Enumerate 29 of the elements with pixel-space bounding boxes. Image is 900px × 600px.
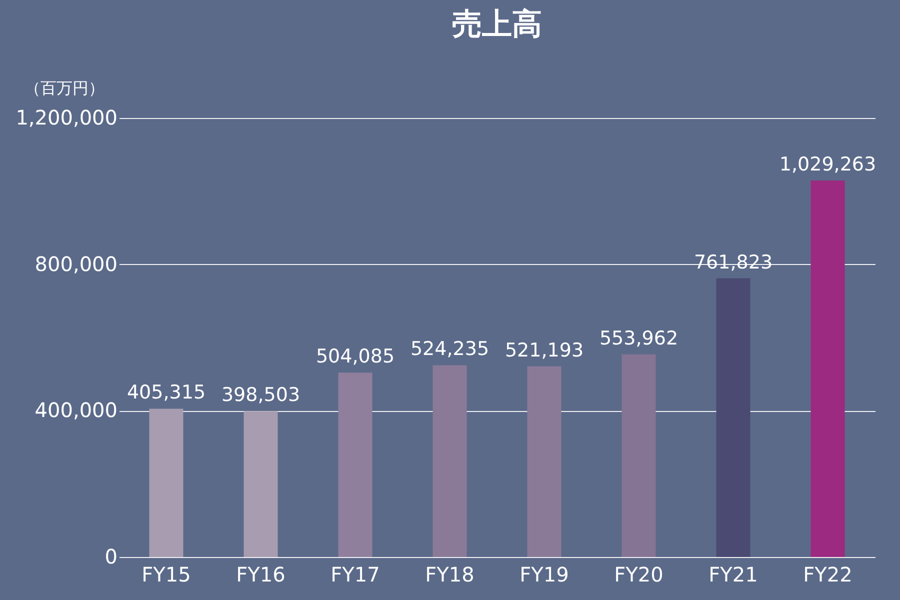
y-tick-label: 400,000 — [34, 398, 118, 422]
x-tick-label: FY16 — [236, 562, 286, 586]
y-tick-label: 1,200,000 — [16, 106, 118, 130]
bar — [716, 278, 750, 557]
bar — [432, 365, 467, 557]
x-tick-label: FY18 — [425, 562, 474, 586]
data-label: 521,193 — [504, 339, 584, 362]
bar — [149, 408, 184, 557]
bar — [527, 366, 562, 557]
x-tick-label: FY15 — [142, 562, 191, 586]
y-tick-label: 800,000 — [34, 252, 118, 276]
chart-title: 売上高 — [452, 7, 542, 42]
data-label: 398,503 — [221, 384, 300, 406]
bar — [622, 354, 656, 557]
x-tick-label: FY21 — [708, 562, 758, 586]
bar — [338, 372, 372, 557]
x-tick-label: FY22 — [803, 562, 852, 586]
data-label: 1,029,263 — [779, 153, 876, 176]
y-tick-label: 0 — [104, 544, 118, 568]
y-axis-title: （百万円） — [24, 80, 104, 98]
data-label: 405,315 — [126, 382, 206, 404]
data-label: 524,235 — [410, 338, 490, 360]
data-label: 504,085 — [316, 346, 395, 368]
bar — [244, 411, 278, 557]
bar — [810, 180, 845, 557]
x-tick-label: FY17 — [330, 562, 380, 586]
x-tick-label: FY20 — [614, 562, 664, 586]
x-tick-label: FY19 — [520, 562, 569, 586]
data-label: 553,962 — [599, 327, 678, 350]
